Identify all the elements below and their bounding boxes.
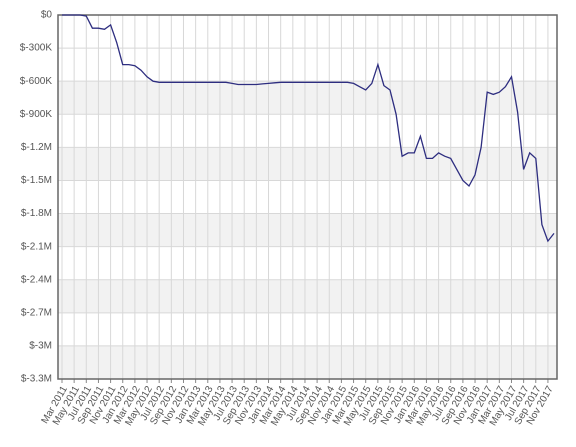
band <box>58 81 557 115</box>
y-tick-label: $-300K <box>20 43 53 54</box>
y-tick-label: $-3M <box>29 341 52 352</box>
y-tick-label: $-2.4M <box>21 274 52 285</box>
y-tick-label: $0 <box>41 10 53 21</box>
plot-background <box>58 15 557 379</box>
y-tick-label: $-2.1M <box>21 241 52 252</box>
y-tick-label: $-600K <box>20 76 53 87</box>
band <box>58 279 557 313</box>
band <box>58 147 557 181</box>
y-tick-label: $-1.8M <box>21 208 52 219</box>
y-tick-label: $-1.5M <box>21 175 52 186</box>
y-tick-label: $-1.2M <box>21 142 52 153</box>
y-tick-label: $-2.7M <box>21 307 52 318</box>
y-tick-label: $-3.3M <box>21 374 52 385</box>
plot-border <box>57 14 558 380</box>
band <box>58 213 557 247</box>
y-tick-label: $-900K <box>20 109 53 120</box>
line-series <box>62 14 555 243</box>
band <box>58 345 557 379</box>
